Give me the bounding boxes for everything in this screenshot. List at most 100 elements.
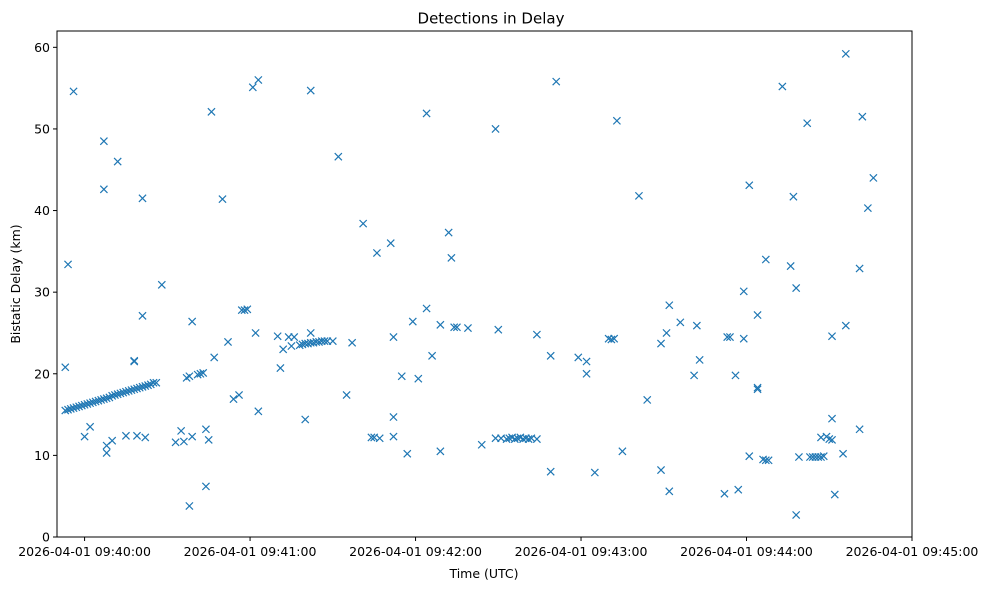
- data-point: [138, 311, 147, 320]
- data-point: [199, 368, 208, 377]
- data-point: [132, 384, 142, 393]
- data-point: [204, 435, 213, 444]
- data-point: [290, 333, 299, 342]
- data-point: [185, 372, 194, 381]
- data-point: [827, 414, 837, 423]
- data-point: [414, 374, 423, 383]
- data-point: [130, 385, 139, 394]
- data-point: [761, 255, 770, 264]
- x-tick-label: 2026-04-01 09:43:00: [515, 544, 648, 559]
- data-point: [116, 389, 125, 398]
- x-tick-label: 2026-04-01 09:41:00: [184, 544, 317, 559]
- data-point: [397, 372, 406, 381]
- data-point: [69, 404, 78, 413]
- data-point: [524, 435, 533, 444]
- data-point: [786, 262, 795, 271]
- data-point: [463, 324, 472, 333]
- data-point: [102, 394, 111, 403]
- data-point: [251, 328, 260, 337]
- data-point: [447, 253, 456, 262]
- data-point: [794, 452, 803, 462]
- data-point: [157, 280, 166, 289]
- data-point: [240, 306, 249, 315]
- data-point: [745, 181, 754, 190]
- data-point: [306, 86, 315, 95]
- data-point: [753, 385, 762, 394]
- data-point: [108, 391, 117, 400]
- data-point: [436, 320, 445, 329]
- data-point: [816, 452, 826, 462]
- data-point: [839, 449, 848, 458]
- y-axis: 0 10 20 30 40 50 60: [34, 40, 57, 545]
- data-point: [130, 357, 139, 366]
- data-point: [108, 436, 117, 445]
- data-point: [320, 337, 329, 346]
- data-point: [869, 173, 878, 182]
- data-point: [99, 137, 108, 146]
- data-point: [546, 351, 555, 360]
- data-point: [132, 431, 142, 440]
- data-point: [77, 401, 86, 410]
- data-point: [731, 371, 740, 380]
- y-tick-label: 40: [34, 203, 50, 218]
- data-point: [676, 318, 685, 327]
- data-point: [64, 260, 73, 269]
- data-point: [141, 433, 150, 442]
- data-point: [75, 402, 84, 411]
- data-point: [494, 325, 503, 334]
- data-point: [665, 301, 674, 310]
- x-tick-label: 2026-04-01 09:42:00: [349, 544, 482, 559]
- data-point: [334, 152, 343, 161]
- y-tick-label: 60: [34, 40, 50, 55]
- x-axis: 2026-04-01 09:40:00 2026-04-01 09:41:00 20…: [18, 537, 978, 559]
- data-point: [375, 434, 384, 443]
- data-point: [532, 330, 541, 339]
- data-point: [223, 337, 233, 346]
- x-tick-label: 2026-04-01 09:40:00: [18, 544, 151, 559]
- data-point: [436, 447, 445, 456]
- data-point: [102, 448, 111, 457]
- y-tick-label: 10: [34, 448, 50, 463]
- data-point: [690, 371, 699, 380]
- y-tick-label: 20: [34, 366, 50, 381]
- data-point: [64, 405, 73, 414]
- data-point: [273, 332, 282, 341]
- data-point: [207, 107, 216, 116]
- data-point: [235, 390, 244, 400]
- data-point: [80, 432, 89, 441]
- data-point: [734, 485, 743, 494]
- data-point: [229, 395, 238, 404]
- data-point: [389, 413, 398, 422]
- data-point: [408, 317, 417, 326]
- data-point: [803, 119, 812, 128]
- data-point: [723, 333, 732, 342]
- data-point: [590, 468, 599, 477]
- data-point: [855, 264, 864, 273]
- data-point: [254, 407, 263, 416]
- data-point: [119, 388, 128, 397]
- data-point: [778, 82, 787, 91]
- data-point: [328, 337, 337, 346]
- x-tick-label: 2026-04-01 09:45:00: [846, 544, 979, 559]
- data-point: [254, 75, 263, 84]
- data-point: [185, 501, 194, 511]
- data-point: [188, 432, 197, 441]
- scatter-series: [61, 49, 878, 519]
- data-point: [491, 124, 500, 133]
- plot-area: [56, 30, 913, 538]
- y-tick-label: 0: [42, 530, 50, 545]
- data-point: [863, 204, 872, 213]
- data-point: [452, 323, 461, 332]
- data-point: [428, 351, 437, 360]
- data-point: [607, 335, 616, 344]
- data-point: [279, 345, 288, 354]
- data-point: [97, 395, 106, 404]
- data-point: [138, 194, 147, 203]
- data-point: [841, 321, 850, 330]
- chart-title: Detections in Delay: [418, 10, 565, 28]
- data-point: [753, 310, 762, 320]
- data-point: [764, 456, 773, 465]
- data-point: [188, 317, 197, 326]
- data-point: [171, 438, 180, 447]
- data-point: [858, 112, 867, 121]
